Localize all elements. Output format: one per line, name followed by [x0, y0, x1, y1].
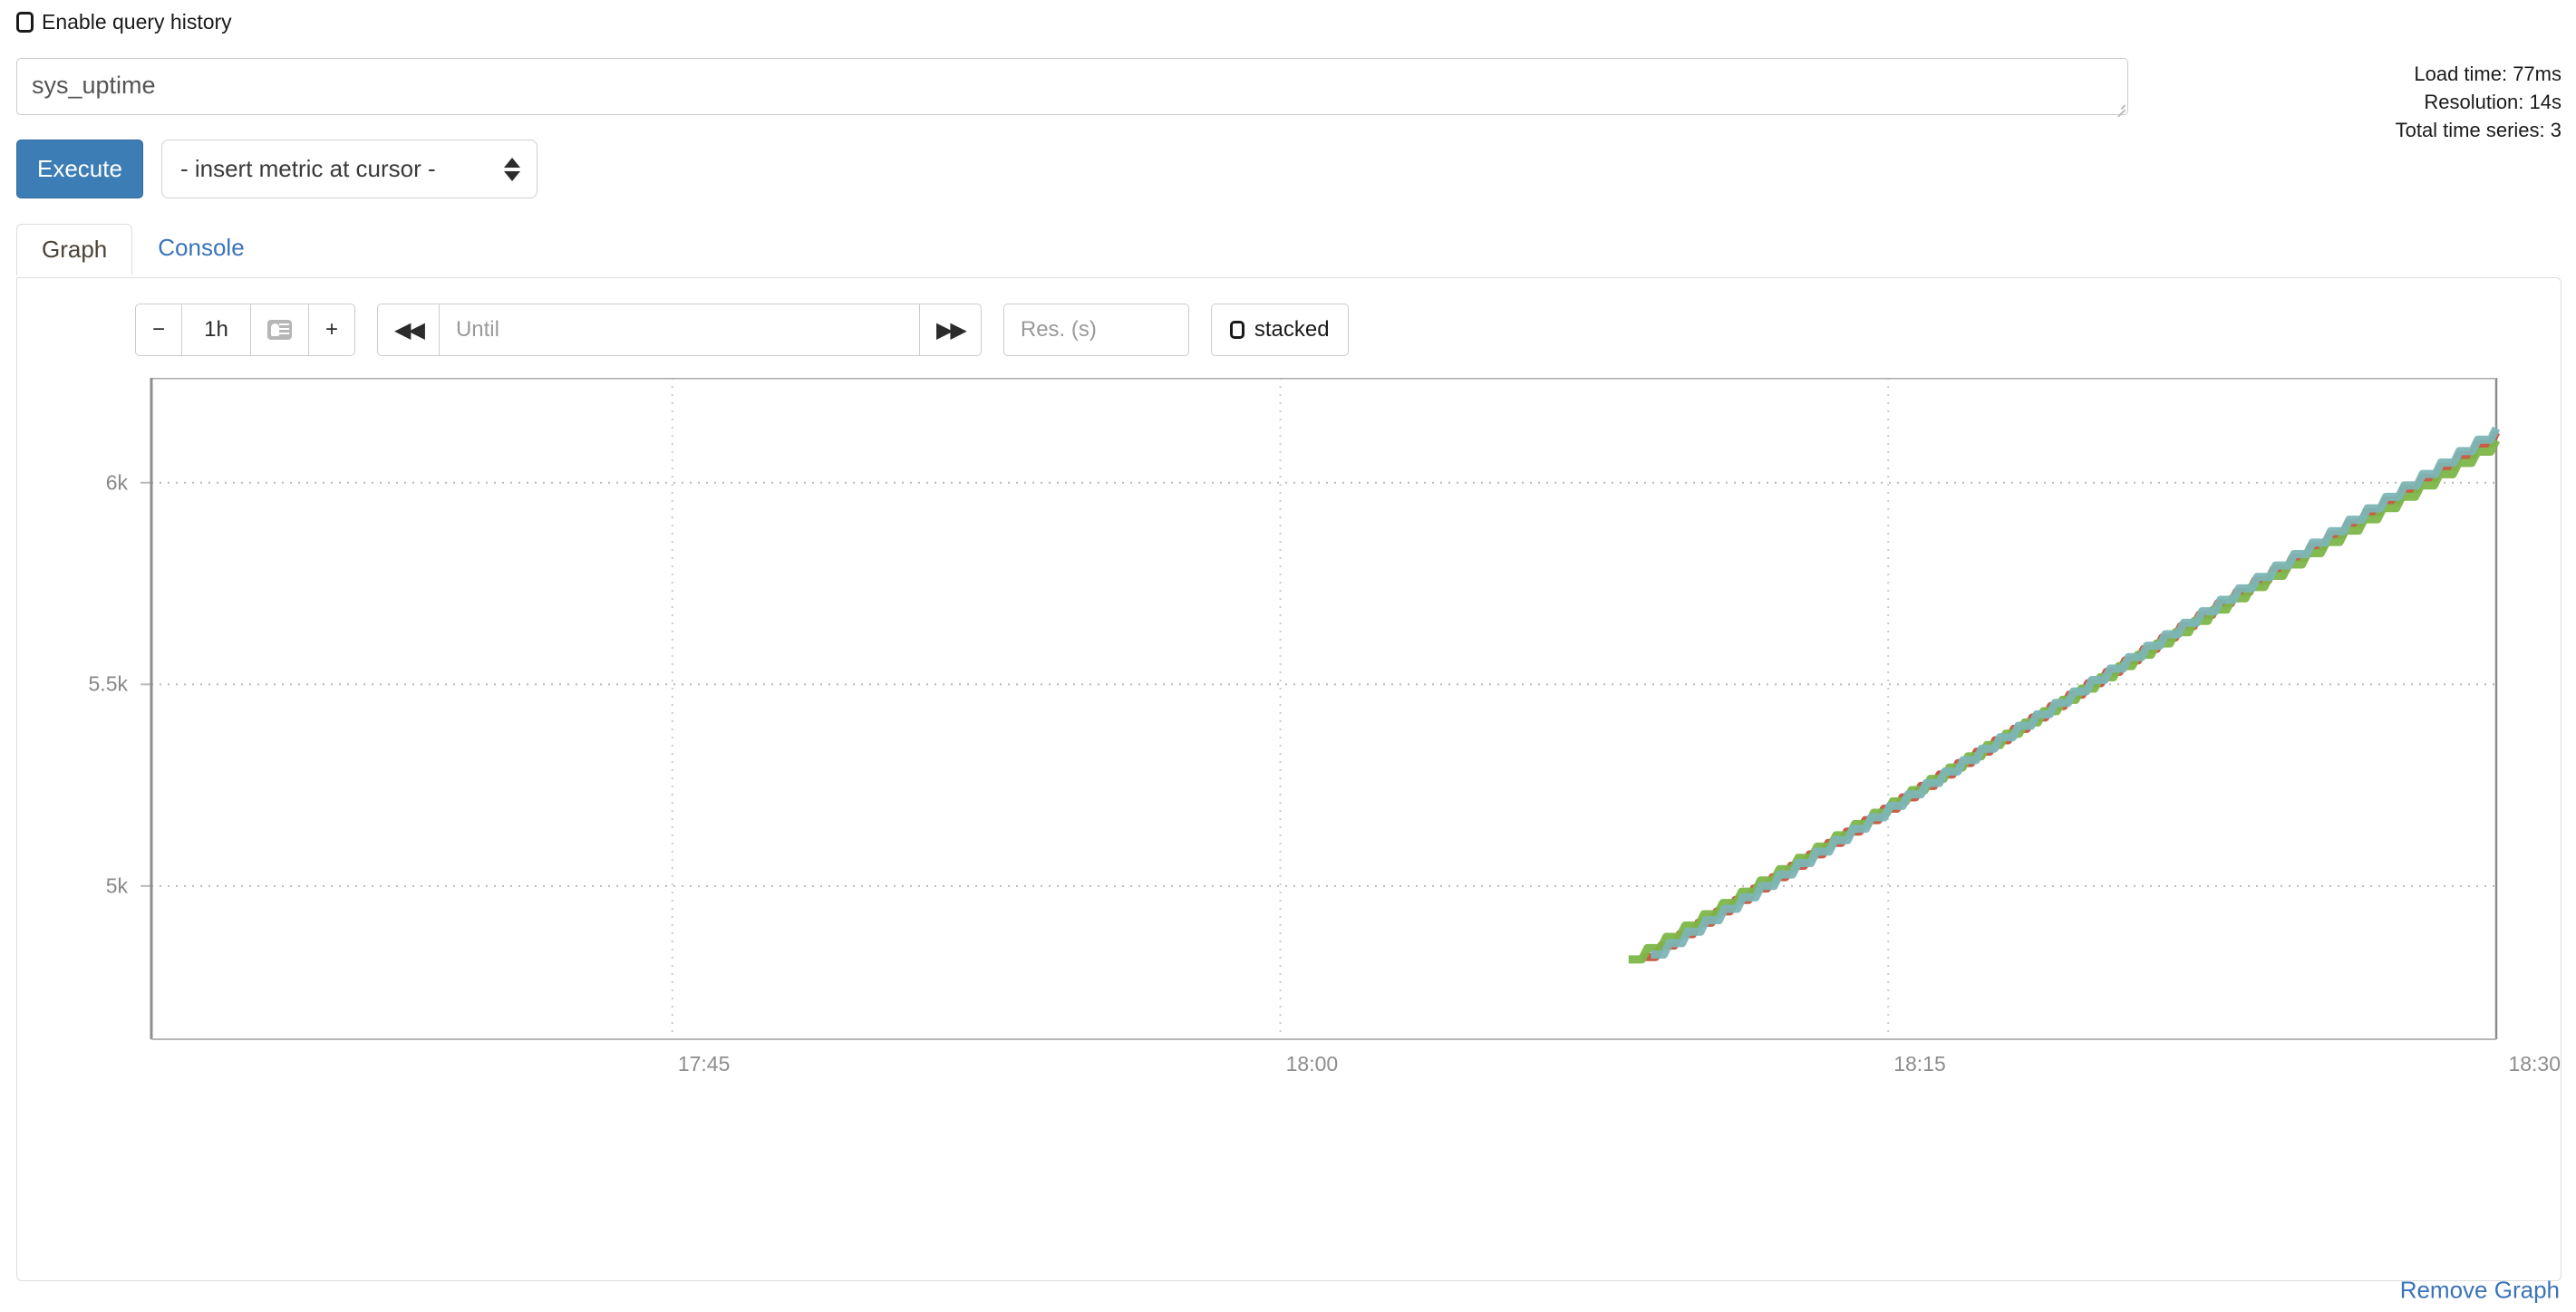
- plot-svg: [140, 378, 2501, 1040]
- stacked-checkbox[interactable]: stacked: [1210, 304, 1349, 356]
- x-axis-tick: 18:30: [2508, 1052, 2561, 1076]
- x-axis-tick: 18:00: [1285, 1052, 1339, 1076]
- checkbox-icon[interactable]: [16, 12, 34, 33]
- y-axis-labels: 5k 5.5k 6k: [17, 378, 128, 1248]
- range-control-group: − 1h +: [135, 304, 356, 356]
- range-increase-button[interactable]: +: [325, 317, 339, 342]
- step-backward-icon[interactable]: ◀◀: [378, 304, 440, 355]
- step-forward-icon[interactable]: ▶▶: [935, 317, 967, 342]
- query-stats: Load time: 77ms Resolution: 14s Total ti…: [2396, 60, 2561, 145]
- time-navigation-group: ◀◀ Until ▶▶: [377, 304, 982, 356]
- graph-panel: − 1h + ◀◀ Until ▶▶ Res. (s) stacked 5k 5.…: [16, 277, 2561, 1281]
- x-axis-labels: 17:45 18:00 18:15 18:30: [151, 1048, 2561, 1085]
- range-decrease-button[interactable]: −: [136, 304, 183, 355]
- resolution: Resolution: 14s: [2424, 91, 2561, 114]
- execute-button[interactable]: Execute: [16, 140, 143, 198]
- remove-graph-link[interactable]: Remove Graph: [2399, 1276, 2560, 1304]
- graph-controls: − 1h + ◀◀ Until ▶▶ Res. (s) stacked: [135, 304, 1349, 356]
- y-axis-tick: 5.5k: [88, 671, 128, 696]
- load-time: Load time: 77ms: [2414, 63, 2561, 85]
- graph-chart[interactable]: 5k 5.5k 6k 17:45 18:00 18:15 18:30: [17, 378, 2561, 1248]
- total-time-series: Total time series: 3: [2395, 119, 2561, 142]
- expression-input-wrapper: [16, 58, 2128, 118]
- x-axis-tick: 17:45: [677, 1052, 731, 1076]
- tab-graph[interactable]: Graph: [16, 223, 133, 275]
- vcard-icon[interactable]: [251, 304, 310, 355]
- x-axis-tick: 18:15: [1893, 1052, 1946, 1076]
- execute-row: Execute - insert metric at cursor -: [16, 140, 537, 198]
- range-value[interactable]: 1h: [182, 304, 252, 355]
- y-axis-tick: 5k: [105, 873, 128, 898]
- enable-query-history-label: Enable query history: [42, 10, 232, 34]
- insert-metric-select[interactable]: - insert metric at cursor -: [160, 140, 537, 198]
- tab-console[interactable]: Console: [158, 234, 245, 261]
- resolution-input[interactable]: Res. (s): [1002, 304, 1189, 356]
- y-axis-tick: 6k: [105, 470, 128, 495]
- until-input[interactable]: Until: [439, 304, 920, 355]
- stacked-label: stacked: [1254, 317, 1330, 342]
- enable-query-history-checkbox[interactable]: Enable query history: [16, 12, 232, 33]
- tab-bar: Graph Console: [16, 222, 270, 275]
- spinner-arrows-icon[interactable]: [503, 157, 520, 181]
- checkbox-icon[interactable]: [1229, 321, 1244, 339]
- expression-input[interactable]: [16, 58, 2128, 115]
- insert-metric-select-value: - insert metric at cursor -: [179, 155, 436, 182]
